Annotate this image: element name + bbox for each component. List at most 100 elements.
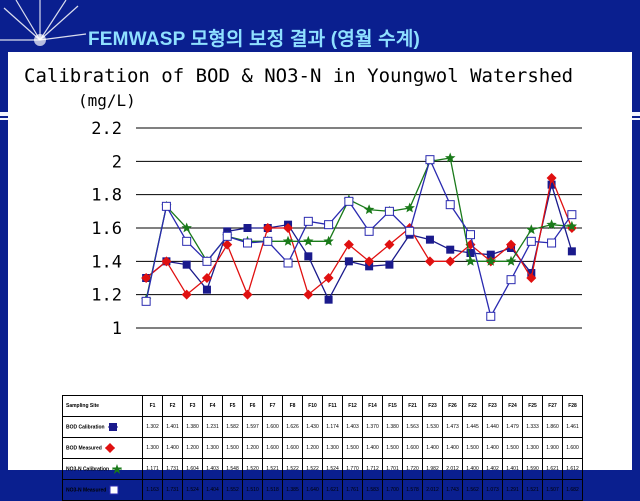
- data-point: [161, 201, 171, 211]
- table-header-cell: F26: [442, 395, 463, 417]
- background-starburst: [0, 0, 87, 46]
- table-cell: 1.578: [402, 479, 423, 501]
- data-point: [405, 226, 415, 236]
- data-point: [323, 235, 334, 246]
- table-cell: 1.200: [242, 437, 263, 459]
- table-cell: 1.171: [142, 458, 163, 480]
- table-cell: 1.743: [442, 479, 463, 501]
- table-cell: 1.770: [342, 458, 363, 480]
- table-cell: 1.440: [482, 416, 503, 438]
- table-cell: 1.500: [222, 437, 243, 459]
- data-point: [486, 311, 496, 321]
- data-point: [344, 257, 353, 266]
- table-cell: 1.524: [322, 458, 343, 480]
- table-cell: 1.380: [182, 416, 203, 438]
- table-header-cell: F21: [402, 395, 423, 417]
- table-header-label: Sampling Site: [62, 395, 143, 417]
- table-cell: 1.682: [562, 479, 583, 501]
- table-cell: 1.712: [362, 458, 383, 480]
- table-cell: 1.461: [562, 416, 583, 438]
- data-point: [363, 204, 375, 215]
- data-point: [526, 236, 536, 246]
- table-cell: 1.612: [562, 458, 583, 480]
- table-cell: 1.370: [362, 416, 383, 438]
- table-cell: 1.530: [422, 416, 443, 438]
- data-point: [506, 239, 517, 250]
- table-cell: 1.333: [522, 416, 543, 438]
- data-point: [546, 173, 557, 183]
- table-cell: 1.231: [202, 416, 223, 438]
- table-header-cell: F5: [222, 395, 243, 417]
- data-table-wrapper: Sampling Site F1 F2 F3 F4 F5 F6 F7 F8 F10 F11 F12 F1…: [62, 395, 583, 501]
- table-cell: 1.404: [202, 479, 223, 501]
- data-point: [222, 239, 233, 250]
- table-cell: 1.563: [402, 416, 423, 438]
- data-point: [425, 235, 434, 244]
- table-header-cell: F24: [502, 395, 523, 417]
- data-point: [445, 200, 455, 210]
- table-cell: 1.403: [202, 458, 223, 480]
- table-header-cell: F10: [302, 395, 323, 417]
- y-tick-label: 1.8: [91, 186, 122, 206]
- data-point: [283, 223, 294, 233]
- table-cell: 1.163: [142, 479, 163, 501]
- table-cell: 2.012: [442, 458, 463, 480]
- data-point: [303, 289, 314, 300]
- table-cell: 1.731: [162, 479, 183, 501]
- table-cell: 1.445: [462, 416, 483, 438]
- slide-title: FEMWASP 모형의 보정 결과 (영월 수계): [88, 29, 421, 50]
- table-cell: 2.012: [422, 479, 443, 501]
- data-point: [303, 216, 313, 226]
- table-header-cell: F15: [382, 395, 403, 417]
- data-point: [202, 256, 212, 266]
- table-cell: 1.500: [342, 437, 363, 459]
- data-point: [141, 273, 152, 283]
- table-header-row: Sampling Site F1 F2 F3 F4 F5 F6 F7 F8 F10 F11 F12 F1…: [62, 395, 583, 417]
- legend-marker-icon: [107, 423, 118, 431]
- data-point: [506, 275, 516, 285]
- table-row: BOD Measured 1.300 1.400 1.200 1.300 1.500 1.2…: [62, 437, 583, 459]
- table-header-cell: F23: [422, 395, 443, 417]
- table-cell: 1.600: [562, 437, 583, 459]
- data-point: [242, 289, 253, 300]
- table-cell: 1.731: [162, 458, 183, 480]
- table-cell: 1.400: [482, 437, 503, 459]
- table-cell: 1.300: [142, 437, 163, 459]
- data-point: [445, 256, 456, 267]
- table-cell: 1.510: [242, 479, 263, 501]
- table-cell: 1.597: [242, 416, 263, 438]
- table-cell: 1.982: [422, 458, 443, 480]
- data-point: [201, 273, 212, 283]
- series-line: [145, 157, 573, 319]
- table-row: NO3-N Calibration 1.171 1.731 1.604 1.403 1.5…: [62, 458, 583, 480]
- table-header-cell: F23: [482, 395, 503, 417]
- table-cell: 1.604: [182, 458, 203, 480]
- table-cell: 1.761: [342, 479, 363, 501]
- data-point: [547, 238, 557, 248]
- table-cell: 1.524: [182, 479, 203, 501]
- table-header-cell: F22: [462, 395, 483, 417]
- table-cell: 1.582: [222, 416, 243, 438]
- data-point: [364, 256, 375, 267]
- table-cell: 1.380: [382, 416, 403, 438]
- table-cell: 1.640: [302, 479, 323, 501]
- data-point: [567, 210, 577, 220]
- data-table: Sampling Site F1 F2 F3 F4 F5 F6 F7 F8 F10 F11 F12 F1…: [62, 395, 583, 501]
- chart-title: Calibration of BOD & NO3-N in Youngwol W…: [24, 65, 573, 87]
- table-cell: 1.400: [362, 437, 383, 459]
- table-cell: 1.400: [442, 437, 463, 459]
- table-cell: 1.479: [502, 416, 523, 438]
- data-point: [181, 289, 192, 300]
- data-point: [262, 223, 273, 233]
- series-no3-n-measured: [141, 155, 577, 321]
- chart-panel: Calibration of BOD & NO3-N in Youngwol W…: [8, 52, 632, 501]
- table-cell: 1.548: [222, 458, 243, 480]
- data-point: [466, 230, 475, 240]
- y-axis-ticks: 2.2 2 1.8 1.6 1.4 1.2 1: [91, 119, 122, 339]
- y-tick-label: 1: [112, 319, 122, 339]
- table-cell: 1.400: [462, 458, 483, 480]
- table-cell: 1.174: [322, 416, 343, 438]
- data-point: [526, 224, 537, 235]
- data-point: [446, 245, 455, 254]
- y-tick-label: 2.2: [91, 119, 122, 139]
